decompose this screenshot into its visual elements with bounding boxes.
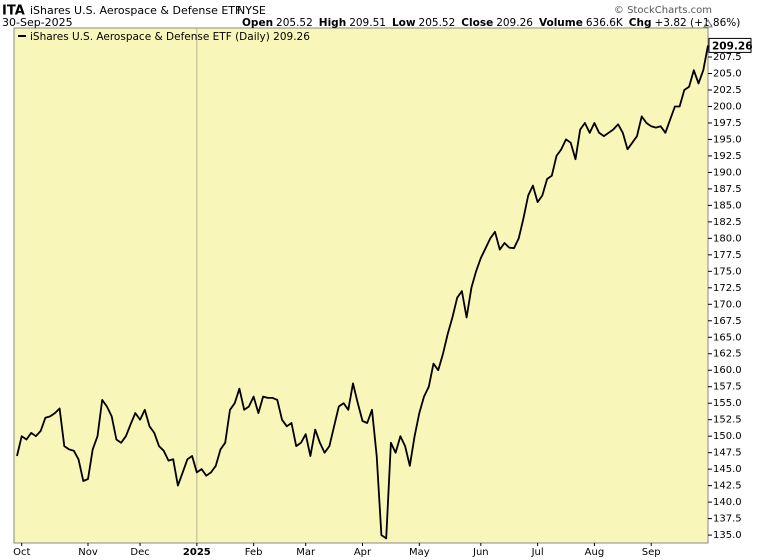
x-tick-label: Jul	[531, 547, 544, 558]
y-tick-label: 170.0	[713, 299, 742, 310]
quote: Open 205.52 High 209.51 Low 205.52 Close 209.26…	[242, 17, 740, 29]
x-tick-label: Sep	[642, 547, 661, 558]
last-value-box	[708, 37, 752, 53]
y-tick-label: 137.5	[713, 514, 742, 525]
y-tick-label: 180.0	[713, 233, 742, 244]
y-tick-label: 192.5	[713, 151, 742, 162]
x-tick-label: Dec	[130, 547, 149, 558]
x-tick-label: 2025	[183, 547, 211, 558]
x-tick-label: Nov	[78, 547, 98, 558]
exchange: NYSE	[237, 4, 266, 17]
quote-value: 205.52	[419, 17, 456, 29]
x-tick-label: Oct	[13, 547, 30, 558]
y-tick-label: 140.0	[713, 497, 742, 508]
y-tick-label: 152.5	[713, 415, 742, 426]
y-tick-label: 145.0	[713, 464, 742, 475]
y-tick-label: 165.0	[713, 332, 742, 343]
chart-title: iShares U.S. Aerospace & Defense ETF	[30, 4, 241, 17]
y-tick-label: 207.5	[713, 52, 742, 63]
y-tick-label: 195.0	[713, 134, 742, 145]
y-tick-label: 155.0	[713, 398, 742, 409]
y-tick-label: 135.0	[713, 530, 742, 541]
y-tick-label: 167.5	[713, 316, 742, 327]
change-arrow	[703, 18, 713, 28]
symbol: ITA	[2, 4, 25, 19]
y-tick-label: 202.5	[713, 85, 742, 96]
legend-label: iShares U.S. Aerospace & Defense ETF (Da…	[30, 31, 310, 43]
y-tick-label: 172.5	[713, 283, 742, 294]
y-tick-label: 162.5	[713, 349, 742, 360]
credit: © StockCharts.com	[614, 5, 712, 16]
y-tick-label: 147.5	[713, 448, 742, 459]
quote-label: Chg	[629, 17, 652, 29]
y-tick-label: 205.0	[713, 68, 742, 79]
x-tick-label: Aug	[585, 547, 605, 558]
y-tick-label: 200.0	[713, 101, 742, 112]
quote-label: High	[319, 17, 346, 29]
y-tick-label: 197.5	[713, 118, 742, 129]
quote-label: Low	[392, 17, 416, 29]
x-tick-label: Jun	[472, 547, 489, 558]
last-value-label: 209.26	[712, 40, 753, 52]
quote-label: Volume	[539, 17, 583, 29]
y-tick-label: 190.0	[713, 167, 742, 178]
x-tick-label: Mar	[296, 547, 316, 558]
date: 30-Sep-2025	[2, 16, 73, 29]
quote-label: Close	[461, 17, 493, 29]
y-tick-label: 150.0	[713, 431, 742, 442]
quote-value: 209.51	[349, 17, 386, 29]
y-tick-label: 142.5	[713, 481, 742, 492]
x-tick-label: Apr	[354, 547, 372, 558]
plot-area	[13, 27, 709, 544]
quote-value: 636.6K	[586, 17, 624, 29]
x-tick-label: Feb	[245, 547, 263, 558]
y-tick-label: 175.0	[713, 266, 742, 277]
y-tick-label: 160.0	[713, 365, 742, 376]
price-line	[16, 45, 709, 540]
quote-value: 205.52	[276, 17, 313, 29]
quote-label: Open	[242, 17, 273, 29]
x-tick-label: May	[409, 547, 430, 558]
y-tick-label: 182.5	[713, 217, 742, 228]
quote-value: +3.82 (+1.86%)	[655, 17, 741, 29]
y-tick-label: 185.0	[713, 200, 742, 211]
y-tick-label: 157.5	[713, 382, 742, 393]
y-tick-label: 177.5	[713, 250, 742, 261]
quote-value: 209.26	[496, 17, 533, 29]
y-tick-label: 187.5	[713, 184, 742, 195]
